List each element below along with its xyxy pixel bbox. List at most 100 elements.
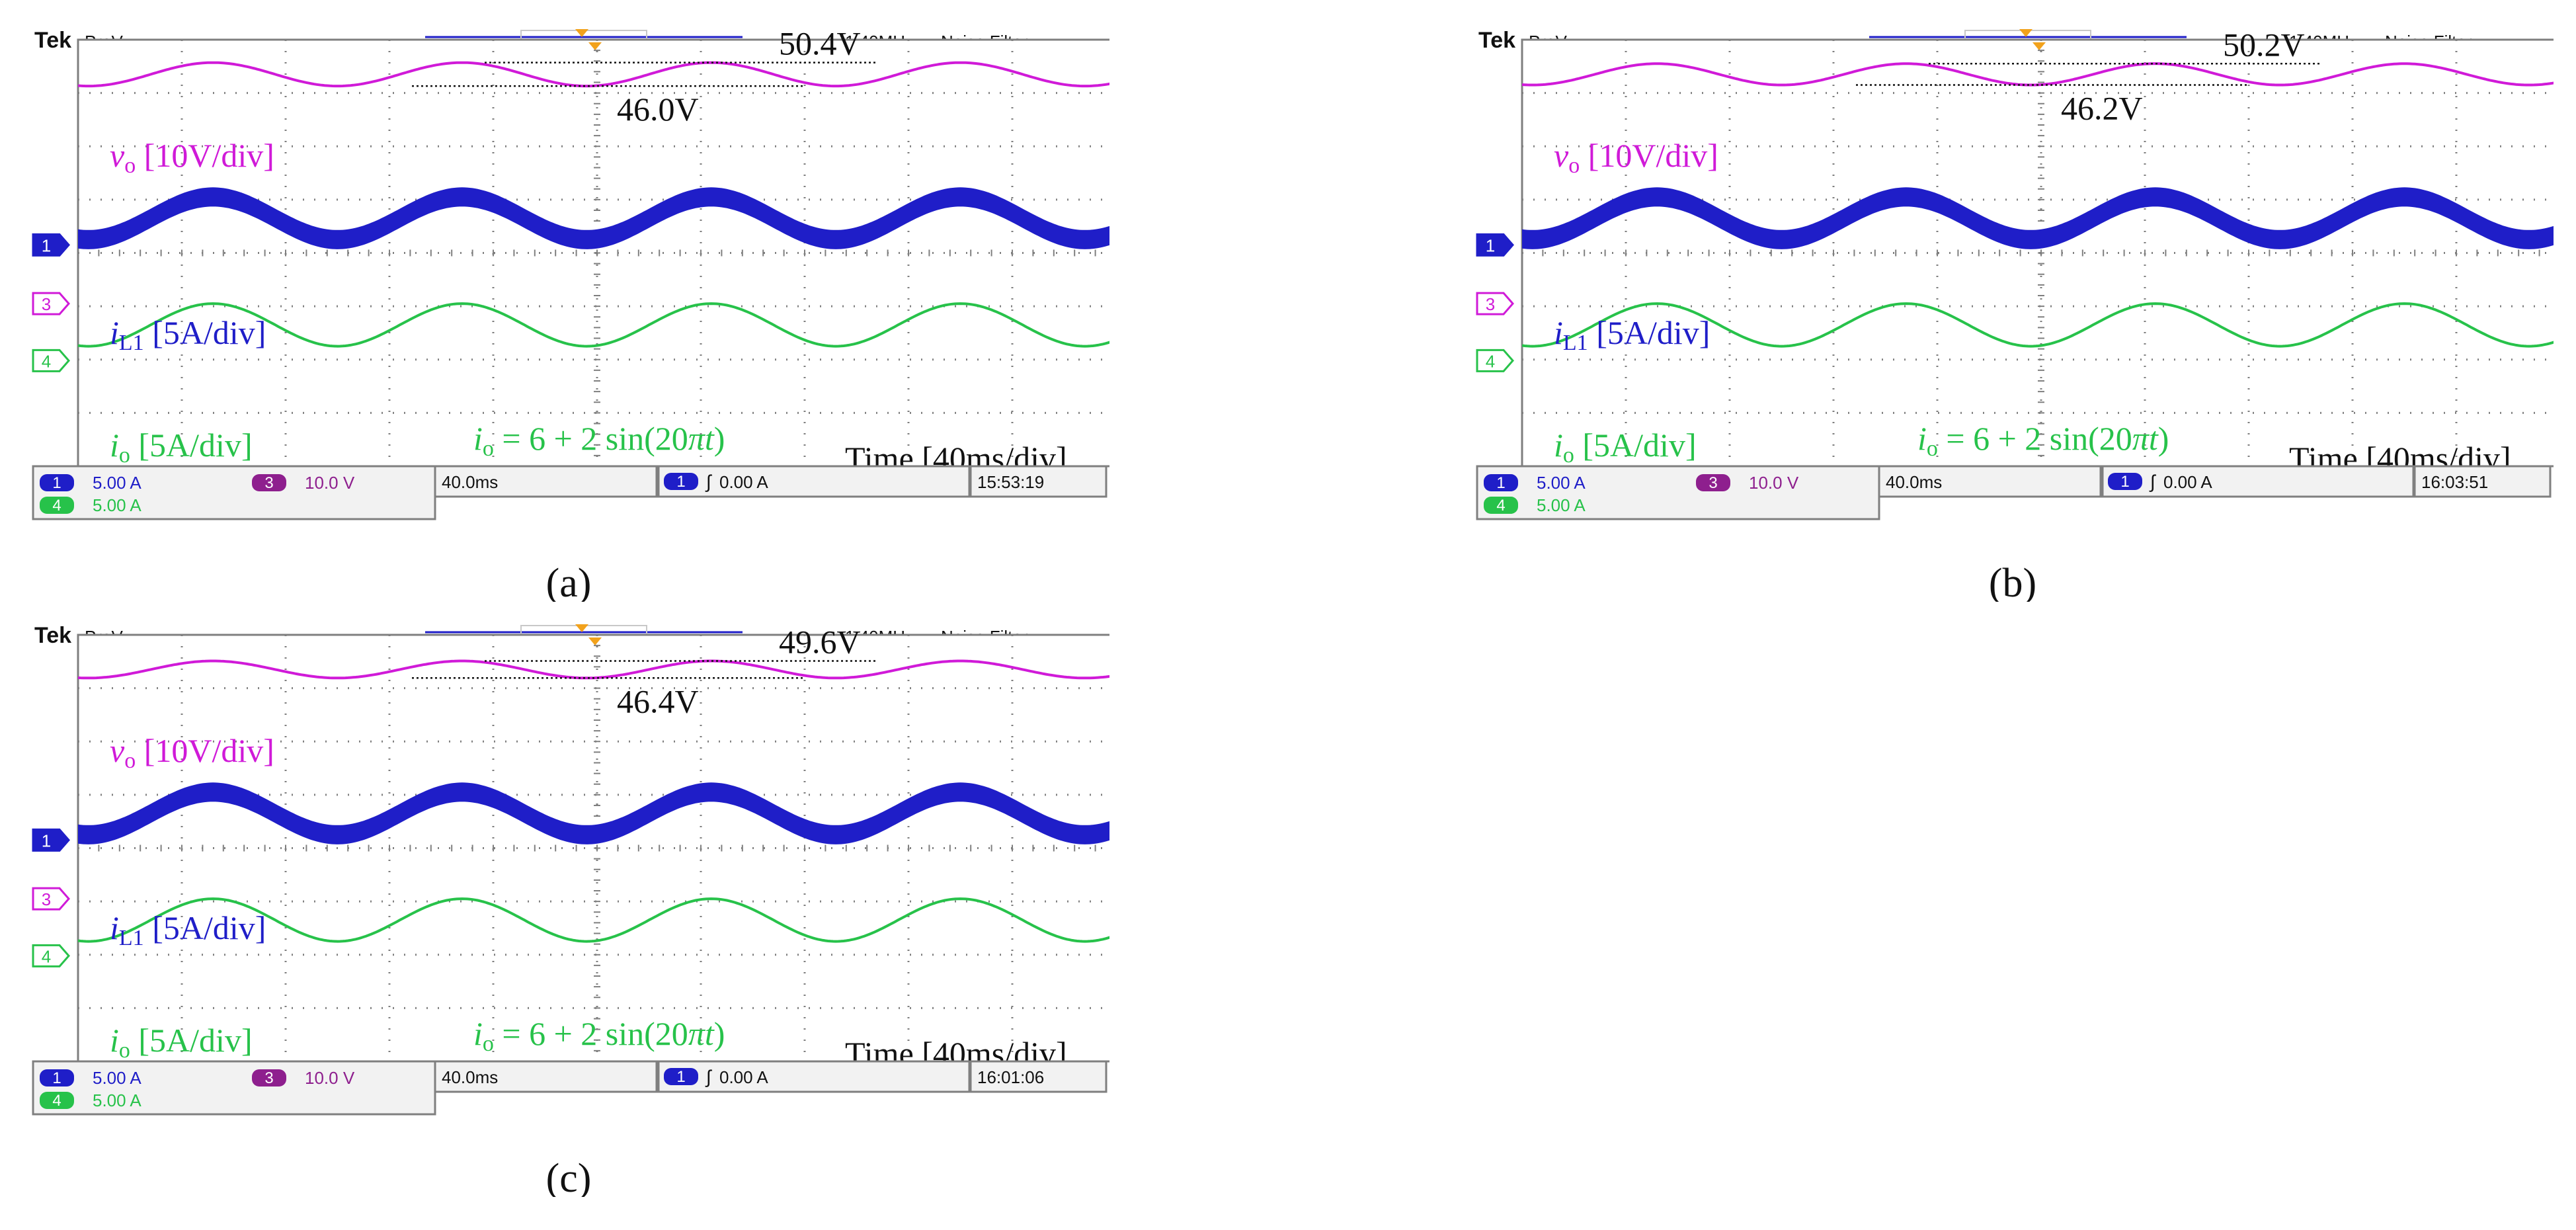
vo-max-label: 50.4V: [779, 25, 861, 62]
trigger-readout: 1 ∫ 0.00 A: [2101, 465, 2415, 498]
timestamp-readout: 15:53:19: [969, 465, 1107, 498]
ch1-scale-readout: 1 5.00 A: [40, 1068, 141, 1088]
timestamp-readout: 16:01:06: [969, 1060, 1107, 1093]
ch1-marker: 1: [1476, 233, 1514, 257]
trigger-readout: 1 ∫ 0.00 A: [657, 1060, 971, 1093]
vo-max-label: 50.2V: [2223, 26, 2305, 63]
graticule: 50.4V 46.0V vo [10V/div] iL1 [5A/div] io [5A…: [77, 25, 1109, 477]
io-label: io [5A/div]: [110, 1022, 253, 1063]
svg-text:4: 4: [42, 946, 51, 966]
svg-text:1: 1: [676, 473, 685, 491]
scope-panel-1: TekPreVu1.40MHzNoise Filter50.2V46.2Vvo …: [1476, 26, 2554, 602]
trace-i-L1: [1522, 187, 2554, 249]
graticule: 50.2V 46.2V vo [10V/div] iL1 [5A/div] io [5A…: [1521, 26, 2554, 477]
svg-text:10.0 V: 10.0 V: [1749, 473, 1799, 493]
timebase-readout: 40.0ms: [434, 1060, 658, 1093]
svg-text:3: 3: [1486, 294, 1495, 314]
svg-text:40.0ms: 40.0ms: [442, 472, 498, 492]
svg-text:15:53:19: 15:53:19: [977, 472, 1044, 492]
timebase-readout: 40.0ms: [434, 465, 658, 498]
il1-label: iL1 [5A/div]: [110, 314, 266, 355]
rising-edge-icon: ∫: [705, 472, 713, 492]
vo-min-label: 46.0V: [617, 91, 699, 128]
timestamp-readout: 16:03:51: [2413, 465, 2552, 498]
panel-caption: (b): [1989, 561, 2036, 602]
trace-i-o: [77, 302, 1109, 348]
svg-text:3: 3: [264, 1069, 273, 1087]
svg-text:3: 3: [264, 474, 273, 492]
vo-label: vo [10V/div]: [110, 732, 274, 773]
vo-label: vo [10V/div]: [110, 137, 274, 178]
ch4-marker: 4: [32, 348, 70, 372]
io-label: io [5A/div]: [110, 427, 253, 468]
svg-text:4: 4: [52, 1092, 61, 1110]
svg-text:4: 4: [42, 351, 51, 371]
svg-text:3: 3: [42, 889, 51, 909]
io-label: io [5A/div]: [1554, 427, 1697, 468]
svg-text:1: 1: [42, 831, 51, 850]
il1-label: iL1 [5A/div]: [110, 909, 266, 950]
channel-settings-panel: 1 5.00 A 3 10.0 V 4 5.00 A: [32, 465, 436, 520]
ch3-marker: 3: [1476, 292, 1514, 315]
trace-i-L1: [78, 187, 1109, 249]
svg-text:0.00 A: 0.00 A: [719, 472, 768, 492]
vo-min-label: 46.2V: [2061, 90, 2143, 127]
svg-text:1: 1: [2120, 473, 2129, 491]
svg-text:0.00 A: 0.00 A: [2163, 472, 2212, 492]
vo-label: vo [10V/div]: [1554, 137, 1718, 178]
svg-text:3: 3: [1709, 474, 1717, 492]
panel-caption: (c): [546, 1156, 592, 1197]
svg-text:16:01:06: 16:01:06: [977, 1067, 1044, 1087]
io-equation: io = 6 + 2 sin(20πt): [473, 420, 725, 461]
channel-settings-panel: 1 5.00 A 3 10.0 V 4 5.00 A: [1476, 465, 1880, 520]
svg-text:1: 1: [1496, 474, 1505, 492]
trigger-position-marker: [575, 624, 588, 632]
svg-text:5.00 A: 5.00 A: [1537, 495, 1586, 515]
svg-text:1: 1: [42, 235, 51, 255]
graticule: 49.6V 46.4V vo [10V/div] iL1 [5A/div] io [5A…: [77, 624, 1109, 1072]
vo-max-label: 49.6V: [779, 624, 861, 661]
svg-text:40.0ms: 40.0ms: [442, 1067, 498, 1087]
channel-settings-panel: 1 5.00 A 3 10.0 V 4 5.00 A: [32, 1060, 436, 1116]
trigger-time-marker: [588, 42, 602, 50]
ch4-marker: 4: [32, 944, 70, 967]
svg-text:1: 1: [1486, 235, 1495, 255]
scope-brand: Tek: [34, 28, 71, 53]
ch1-scale-readout: 1 5.00 A: [40, 473, 141, 493]
svg-text:10.0 V: 10.0 V: [305, 1068, 355, 1088]
ch3-marker: 3: [32, 292, 70, 315]
ch4-marker: 4: [1476, 348, 1514, 372]
trigger-readout: 1 ∫ 0.00 A: [657, 465, 971, 498]
io-equation: io = 6 + 2 sin(20πt): [1917, 420, 2169, 461]
ch4-scale-readout: 4 5.00 A: [40, 495, 141, 515]
svg-text:4: 4: [1486, 351, 1495, 371]
svg-text:4: 4: [1496, 497, 1505, 514]
ch3-marker: 3: [32, 887, 70, 911]
panel-caption: (a): [546, 561, 592, 602]
ch1-marker: 1: [32, 233, 70, 257]
rising-edge-icon: ∫: [2149, 472, 2157, 492]
trace-i-o: [1521, 302, 2554, 348]
svg-text:3: 3: [42, 294, 51, 314]
svg-text:5.00 A: 5.00 A: [1537, 473, 1586, 493]
svg-text:1: 1: [52, 1069, 61, 1087]
ch1-marker: 1: [32, 828, 70, 852]
scope-brand: Tek: [34, 623, 71, 648]
scope-panel-2: TekPreVu1.40MHzNoise Filter49.6V46.4Vvo …: [32, 623, 1109, 1197]
svg-text:1: 1: [676, 1068, 685, 1086]
scope-panel-0: TekPreVu1.40MHzNoise Filter50.4V46.0Vvo …: [32, 25, 1109, 602]
trigger-position-marker: [575, 29, 588, 37]
svg-text:1: 1: [52, 474, 61, 492]
il1-label: iL1 [5A/div]: [1554, 314, 1710, 355]
ch3-scale-readout: 3 10.0 V: [1696, 473, 1799, 493]
trigger-position-marker: [2019, 29, 2033, 37]
trace-i-o: [77, 897, 1109, 943]
svg-text:5.00 A: 5.00 A: [93, 473, 141, 493]
ch1-scale-readout: 1 5.00 A: [1484, 473, 1586, 493]
ch4-scale-readout: 4 5.00 A: [40, 1090, 141, 1110]
ch4-scale-readout: 4 5.00 A: [1484, 495, 1586, 515]
trace-i-L1: [78, 782, 1109, 844]
rising-edge-icon: ∫: [705, 1067, 713, 1087]
svg-text:5.00 A: 5.00 A: [93, 1090, 141, 1110]
trigger-time-marker: [2033, 42, 2046, 50]
